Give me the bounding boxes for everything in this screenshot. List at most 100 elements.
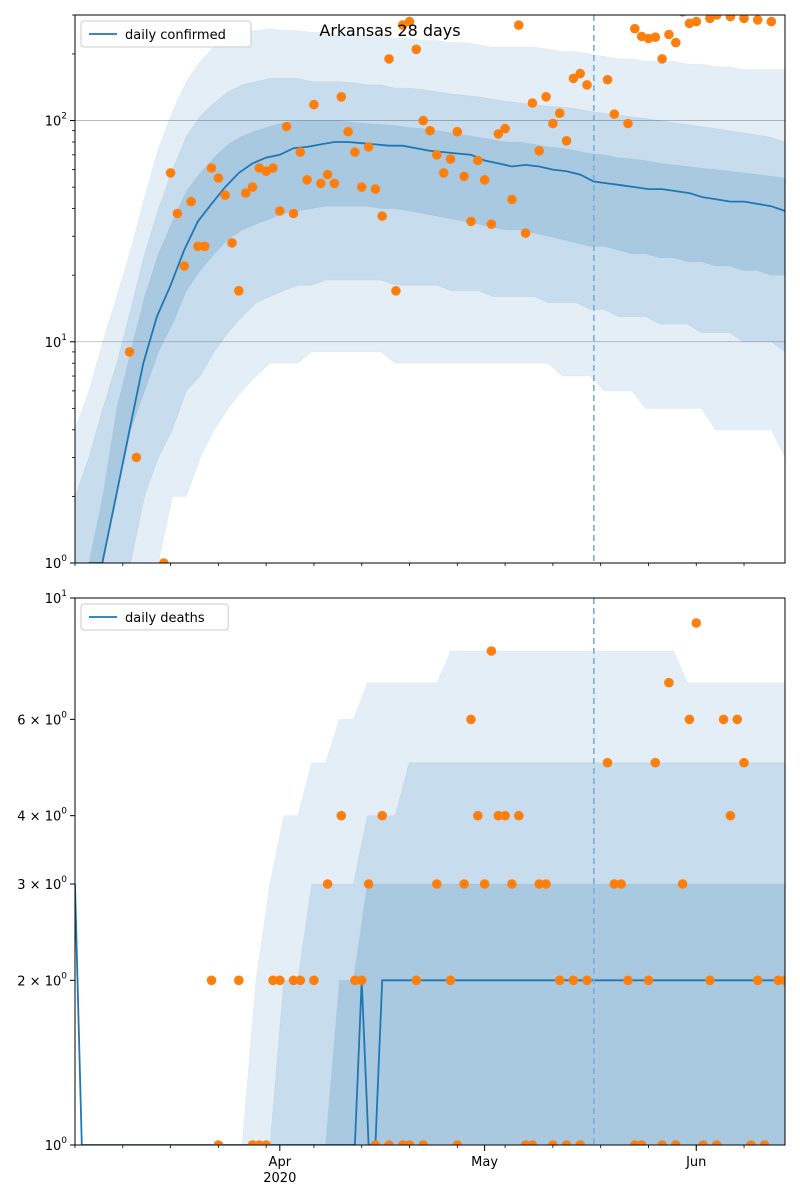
observed-point <box>554 975 565 986</box>
y-tick-exponent: 0 <box>61 807 67 817</box>
observed-point <box>370 184 381 194</box>
observed-point <box>561 1140 572 1145</box>
observed-point <box>261 1140 271 1145</box>
observed-point <box>309 99 319 110</box>
observed-point <box>459 879 469 889</box>
observed-point <box>336 92 347 102</box>
observed-point <box>131 452 142 463</box>
observed-point <box>343 126 353 137</box>
x-tick-label: Apr <box>269 1155 292 1170</box>
observed-point <box>186 196 196 207</box>
legend: daily confirmed <box>80 20 252 48</box>
observed-point <box>350 975 360 986</box>
legend-label: daily confirmed <box>125 28 226 43</box>
observed-point <box>479 175 490 185</box>
observed-point <box>534 879 544 889</box>
observed-point <box>609 879 620 889</box>
interval-band-inner <box>75 883 785 1145</box>
observed-point <box>295 975 306 986</box>
observed-point <box>623 118 633 129</box>
observed-point <box>377 211 388 221</box>
observed-point <box>548 118 558 129</box>
observed-point <box>541 879 551 889</box>
observed-point <box>582 975 592 986</box>
observed-point <box>322 169 333 180</box>
observed-point <box>520 228 531 238</box>
legend-box <box>80 603 229 631</box>
legend-box <box>80 20 252 48</box>
observed-point <box>459 171 469 182</box>
axes-frame <box>74 597 786 1146</box>
observed-point <box>780 975 785 986</box>
observed-point <box>698 1140 708 1145</box>
x-tick-label: May <box>471 1155 498 1170</box>
observed-point <box>234 286 244 296</box>
observed-point <box>602 74 613 85</box>
observed-point <box>473 155 483 166</box>
observed-point <box>473 810 483 821</box>
observed-point <box>568 73 579 84</box>
y-tick-label: 2 × 100 <box>17 971 67 989</box>
observed-point <box>507 879 517 889</box>
observed-point <box>759 1140 770 1145</box>
observed-point <box>568 975 579 986</box>
observed-point <box>582 80 592 90</box>
observed-point <box>172 208 183 219</box>
y-tick-exponent: 0 <box>61 554 67 564</box>
y-tick-label: 101 <box>45 333 67 351</box>
series-line <box>75 883 785 1145</box>
observed-point <box>425 125 435 136</box>
plot-area <box>75 15 785 563</box>
observed-point <box>705 975 715 986</box>
observed-point <box>752 15 763 25</box>
observed-point <box>527 1140 538 1145</box>
observed-point <box>575 68 585 79</box>
legend: daily deaths <box>80 603 229 631</box>
y-tick-exponent: 0 <box>61 1136 67 1146</box>
observed-point <box>732 714 742 725</box>
observed-point <box>507 194 517 205</box>
interval-band-outer <box>75 650 785 1145</box>
observed-point <box>705 15 715 24</box>
observed-point <box>752 975 763 986</box>
observed-point <box>616 879 626 889</box>
observed-point <box>643 975 654 986</box>
observed-point <box>664 29 674 40</box>
observed-point <box>432 879 442 889</box>
observed-point <box>466 714 476 725</box>
observed-point <box>671 37 681 48</box>
observed-point <box>199 241 210 252</box>
interval-band-middle <box>75 762 785 1145</box>
observed-point <box>418 1140 428 1145</box>
observed-point <box>554 108 565 118</box>
observed-point <box>541 92 551 102</box>
observed-point <box>493 810 504 821</box>
observed-point <box>657 1140 667 1145</box>
y-tick-exponent: 0 <box>61 875 67 885</box>
y-tick-exponent: 0 <box>61 710 67 720</box>
y-tick-label: 6 × 100 <box>17 710 67 728</box>
observed-point <box>350 147 360 157</box>
observed-point <box>240 188 251 198</box>
observed-point <box>650 757 661 768</box>
observed-point <box>548 1140 558 1145</box>
observed-point <box>432 150 442 160</box>
observed-point <box>575 1140 585 1145</box>
observed-point <box>677 879 688 889</box>
observed-point <box>275 975 285 986</box>
observed-point <box>418 115 429 126</box>
interval-band-outer <box>75 28 785 563</box>
observed-point <box>691 16 702 27</box>
observed-point <box>275 206 285 216</box>
observed-point <box>514 20 524 30</box>
observed-point <box>561 136 572 146</box>
observed-point <box>227 238 237 248</box>
observed-point <box>309 975 319 986</box>
observed-point <box>636 1140 647 1145</box>
observed-point <box>213 173 224 183</box>
observed-point <box>234 975 244 986</box>
observed-point <box>493 129 504 139</box>
observed-point <box>725 810 736 821</box>
x-tick-label: Jun <box>685 1155 706 1170</box>
